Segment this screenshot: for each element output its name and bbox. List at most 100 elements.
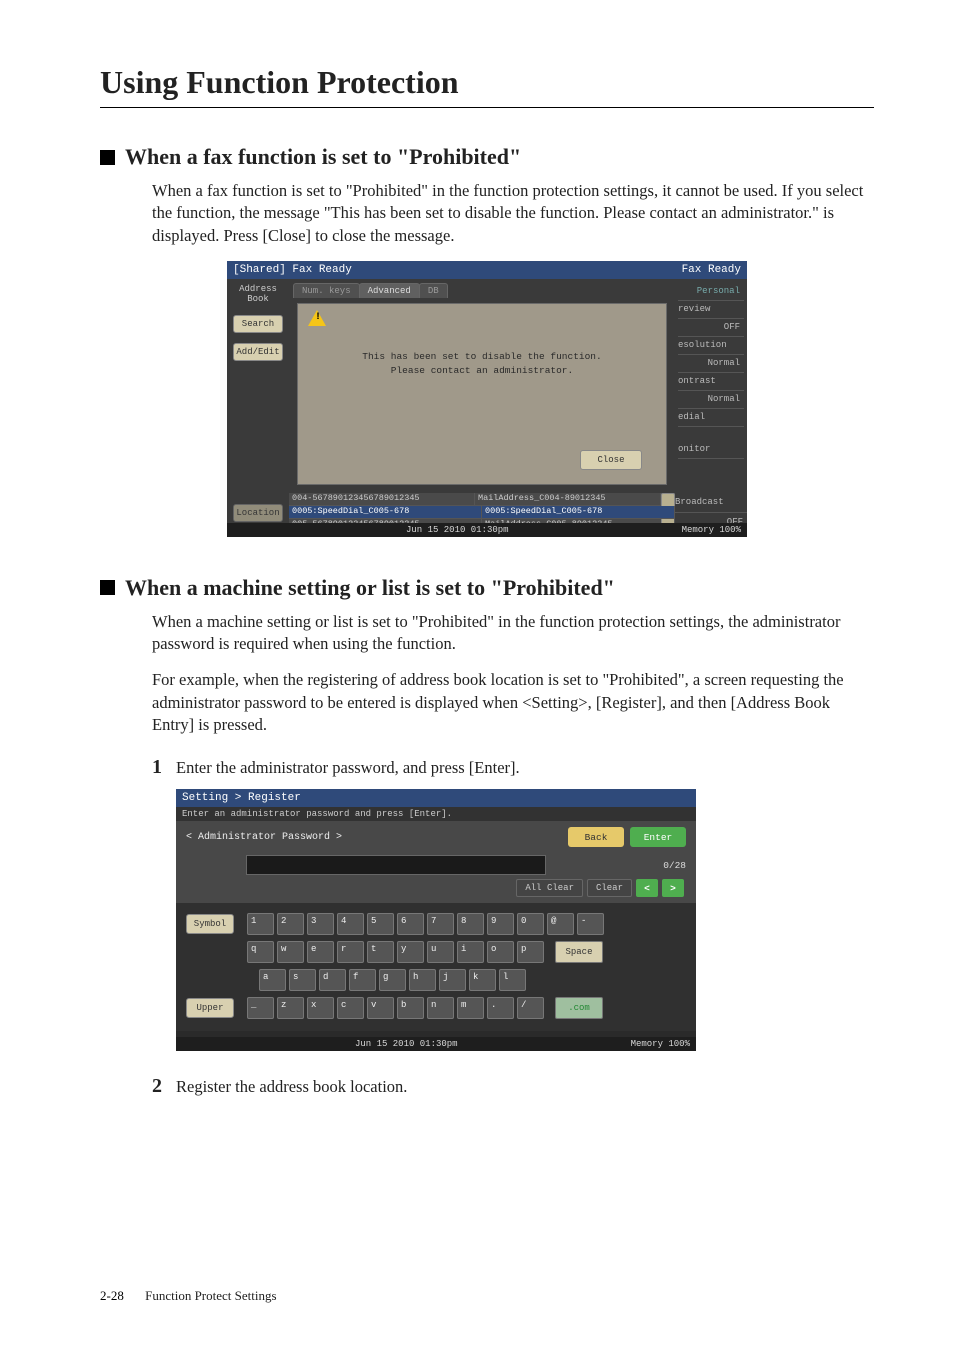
key-c[interactable]: c xyxy=(337,997,364,1019)
key-2[interactable]: 2 xyxy=(277,913,304,935)
resolution-label: esolution xyxy=(678,337,744,355)
back-button[interactable]: Back xyxy=(568,827,624,847)
key-z[interactable]: z xyxy=(277,997,304,1019)
kbd-row-numbers: Symbol 1234567890@- xyxy=(186,913,686,935)
section1-body: When a fax function is set to "Prohibite… xyxy=(152,180,874,247)
add-edit-button[interactable]: Add/Edit xyxy=(233,343,283,361)
search-button[interactable]: Search xyxy=(233,315,283,333)
symbol-button[interactable]: Symbol xyxy=(186,914,234,934)
key-f[interactable]: f xyxy=(349,969,376,991)
key-g[interactable]: g xyxy=(379,969,406,991)
all-clear-button[interactable]: All Clear xyxy=(516,879,583,897)
bullet-square-icon xyxy=(100,580,115,595)
key-r[interactable]: r xyxy=(337,941,364,963)
arrow-right-icon[interactable]: > xyxy=(662,879,684,897)
list-cell[interactable]: 0005:SpeedDial_C005-678 xyxy=(482,506,675,518)
password-input[interactable] xyxy=(246,855,546,875)
key-s[interactable]: s xyxy=(289,969,316,991)
key-@[interactable]: @ xyxy=(547,913,574,935)
key-5[interactable]: 5 xyxy=(367,913,394,935)
tab-db[interactable]: DB xyxy=(419,283,448,298)
fax-header-right: Fax Ready xyxy=(682,264,741,276)
fax-center-panel: Num. keys Advanced DB This has been set … xyxy=(289,279,675,493)
key-8[interactable]: 8 xyxy=(457,913,484,935)
key-v[interactable]: v xyxy=(367,997,394,1019)
page-footer: 2-28 Function Protect Settings xyxy=(100,1288,277,1304)
key-_[interactable]: _ xyxy=(247,997,274,1019)
resolution-value: Normal xyxy=(678,355,744,373)
key-9[interactable]: 9 xyxy=(487,913,514,935)
kbd-row-z: Upper _zxcvbnm./ .com xyxy=(186,997,686,1019)
key-q[interactable]: q xyxy=(247,941,274,963)
key-n[interactable]: n xyxy=(427,997,454,1019)
key-7[interactable]: 7 xyxy=(427,913,454,935)
clear-button[interactable]: Clear xyxy=(587,879,632,897)
key-p[interactable]: p xyxy=(517,941,544,963)
step-2: 2 Register the address book location. xyxy=(152,1075,874,1098)
fax-status-bar: Jun 15 2010 01:30pm Memory 100% xyxy=(227,523,747,537)
tab-advanced[interactable]: Advanced xyxy=(359,283,420,298)
enter-button[interactable]: Enter xyxy=(630,827,686,847)
fax-tabs: Num. keys Advanced DB xyxy=(293,283,675,298)
dialog-line1: This has been set to disable the functio… xyxy=(298,350,666,364)
fax-header-left: [Shared] Fax Ready xyxy=(233,264,352,276)
footer-page-number: 2-28 xyxy=(100,1288,124,1303)
upper-button[interactable]: Upper xyxy=(186,998,234,1018)
key-1[interactable]: 1 xyxy=(247,913,274,935)
step-number: 2 xyxy=(152,1075,176,1098)
page-title: Using Function Protection xyxy=(100,64,874,108)
broadcast-label: Broadcast xyxy=(675,493,747,513)
space-button[interactable]: Space xyxy=(555,941,603,963)
key-w[interactable]: w xyxy=(277,941,304,963)
preview-value: OFF xyxy=(678,319,744,337)
redial-label: edial xyxy=(678,409,744,427)
kbd-status-bar: Jun 15 2010 01:30pm Memory 100% xyxy=(176,1037,696,1051)
fax-status-time: Jun 15 2010 01:30pm xyxy=(406,525,509,535)
key-6[interactable]: 6 xyxy=(397,913,424,935)
fax-header: [Shared] Fax Ready Fax Ready xyxy=(227,261,747,279)
monitor-label[interactable]: onitor xyxy=(678,441,744,459)
list-cell[interactable]: 0005:SpeedDial_C005-678 xyxy=(289,506,482,518)
key-a[interactable]: a xyxy=(259,969,286,991)
key-i[interactable]: i xyxy=(457,941,484,963)
arrow-left-icon[interactable]: < xyxy=(636,879,658,897)
dotcom-button[interactable]: .com xyxy=(555,997,603,1019)
list-cell[interactable]: 004-567890123456789012345 xyxy=(289,493,475,505)
key-x[interactable]: x xyxy=(307,997,334,1019)
keyboard-screenshot: Setting > Register Enter an administrato… xyxy=(176,789,696,1051)
key-0[interactable]: 0 xyxy=(517,913,544,935)
footer-section-name: Function Protect Settings xyxy=(145,1288,276,1303)
bullet-square-icon xyxy=(100,150,115,165)
key-d[interactable]: d xyxy=(319,969,346,991)
key-.[interactable]: . xyxy=(487,997,514,1019)
section1-heading: When a fax function is set to "Prohibite… xyxy=(100,144,874,170)
key-t[interactable]: t xyxy=(367,941,394,963)
step-number: 1 xyxy=(152,756,176,779)
key-b[interactable]: b xyxy=(397,997,424,1019)
warning-dialog: This has been set to disable the functio… xyxy=(297,303,667,485)
key-l[interactable]: l xyxy=(499,969,526,991)
key-h[interactable]: h xyxy=(409,969,436,991)
close-button[interactable]: Close xyxy=(580,450,642,470)
key-y[interactable]: y xyxy=(397,941,424,963)
kbd-row-a: asdfghjkl xyxy=(186,969,686,991)
key-k[interactable]: k xyxy=(469,969,496,991)
key-/[interactable]: / xyxy=(517,997,544,1019)
step-text: Enter the administrator password, and pr… xyxy=(176,758,520,778)
personal-label[interactable]: Personal xyxy=(678,283,744,301)
key-u[interactable]: u xyxy=(427,941,454,963)
section2-body2: For example, when the registering of add… xyxy=(152,669,874,736)
fax-screenshot: [Shared] Fax Ready Fax Ready Address Boo… xyxy=(227,261,747,537)
dialog-line2: Please contact an administrator. xyxy=(298,364,666,378)
list-cell[interactable]: MailAddress_C004-89012345 xyxy=(475,493,661,505)
preview-label: review xyxy=(678,301,744,319)
key-e[interactable]: e xyxy=(307,941,334,963)
key-m[interactable]: m xyxy=(457,997,484,1019)
key-4[interactable]: 4 xyxy=(337,913,364,935)
key--[interactable]: - xyxy=(577,913,604,935)
key-o[interactable]: o xyxy=(487,941,514,963)
fax-left-panel: Address Book Search Add/Edit xyxy=(227,279,289,493)
tab-num-keys[interactable]: Num. keys xyxy=(293,283,360,298)
key-j[interactable]: j xyxy=(439,969,466,991)
key-3[interactable]: 3 xyxy=(307,913,334,935)
